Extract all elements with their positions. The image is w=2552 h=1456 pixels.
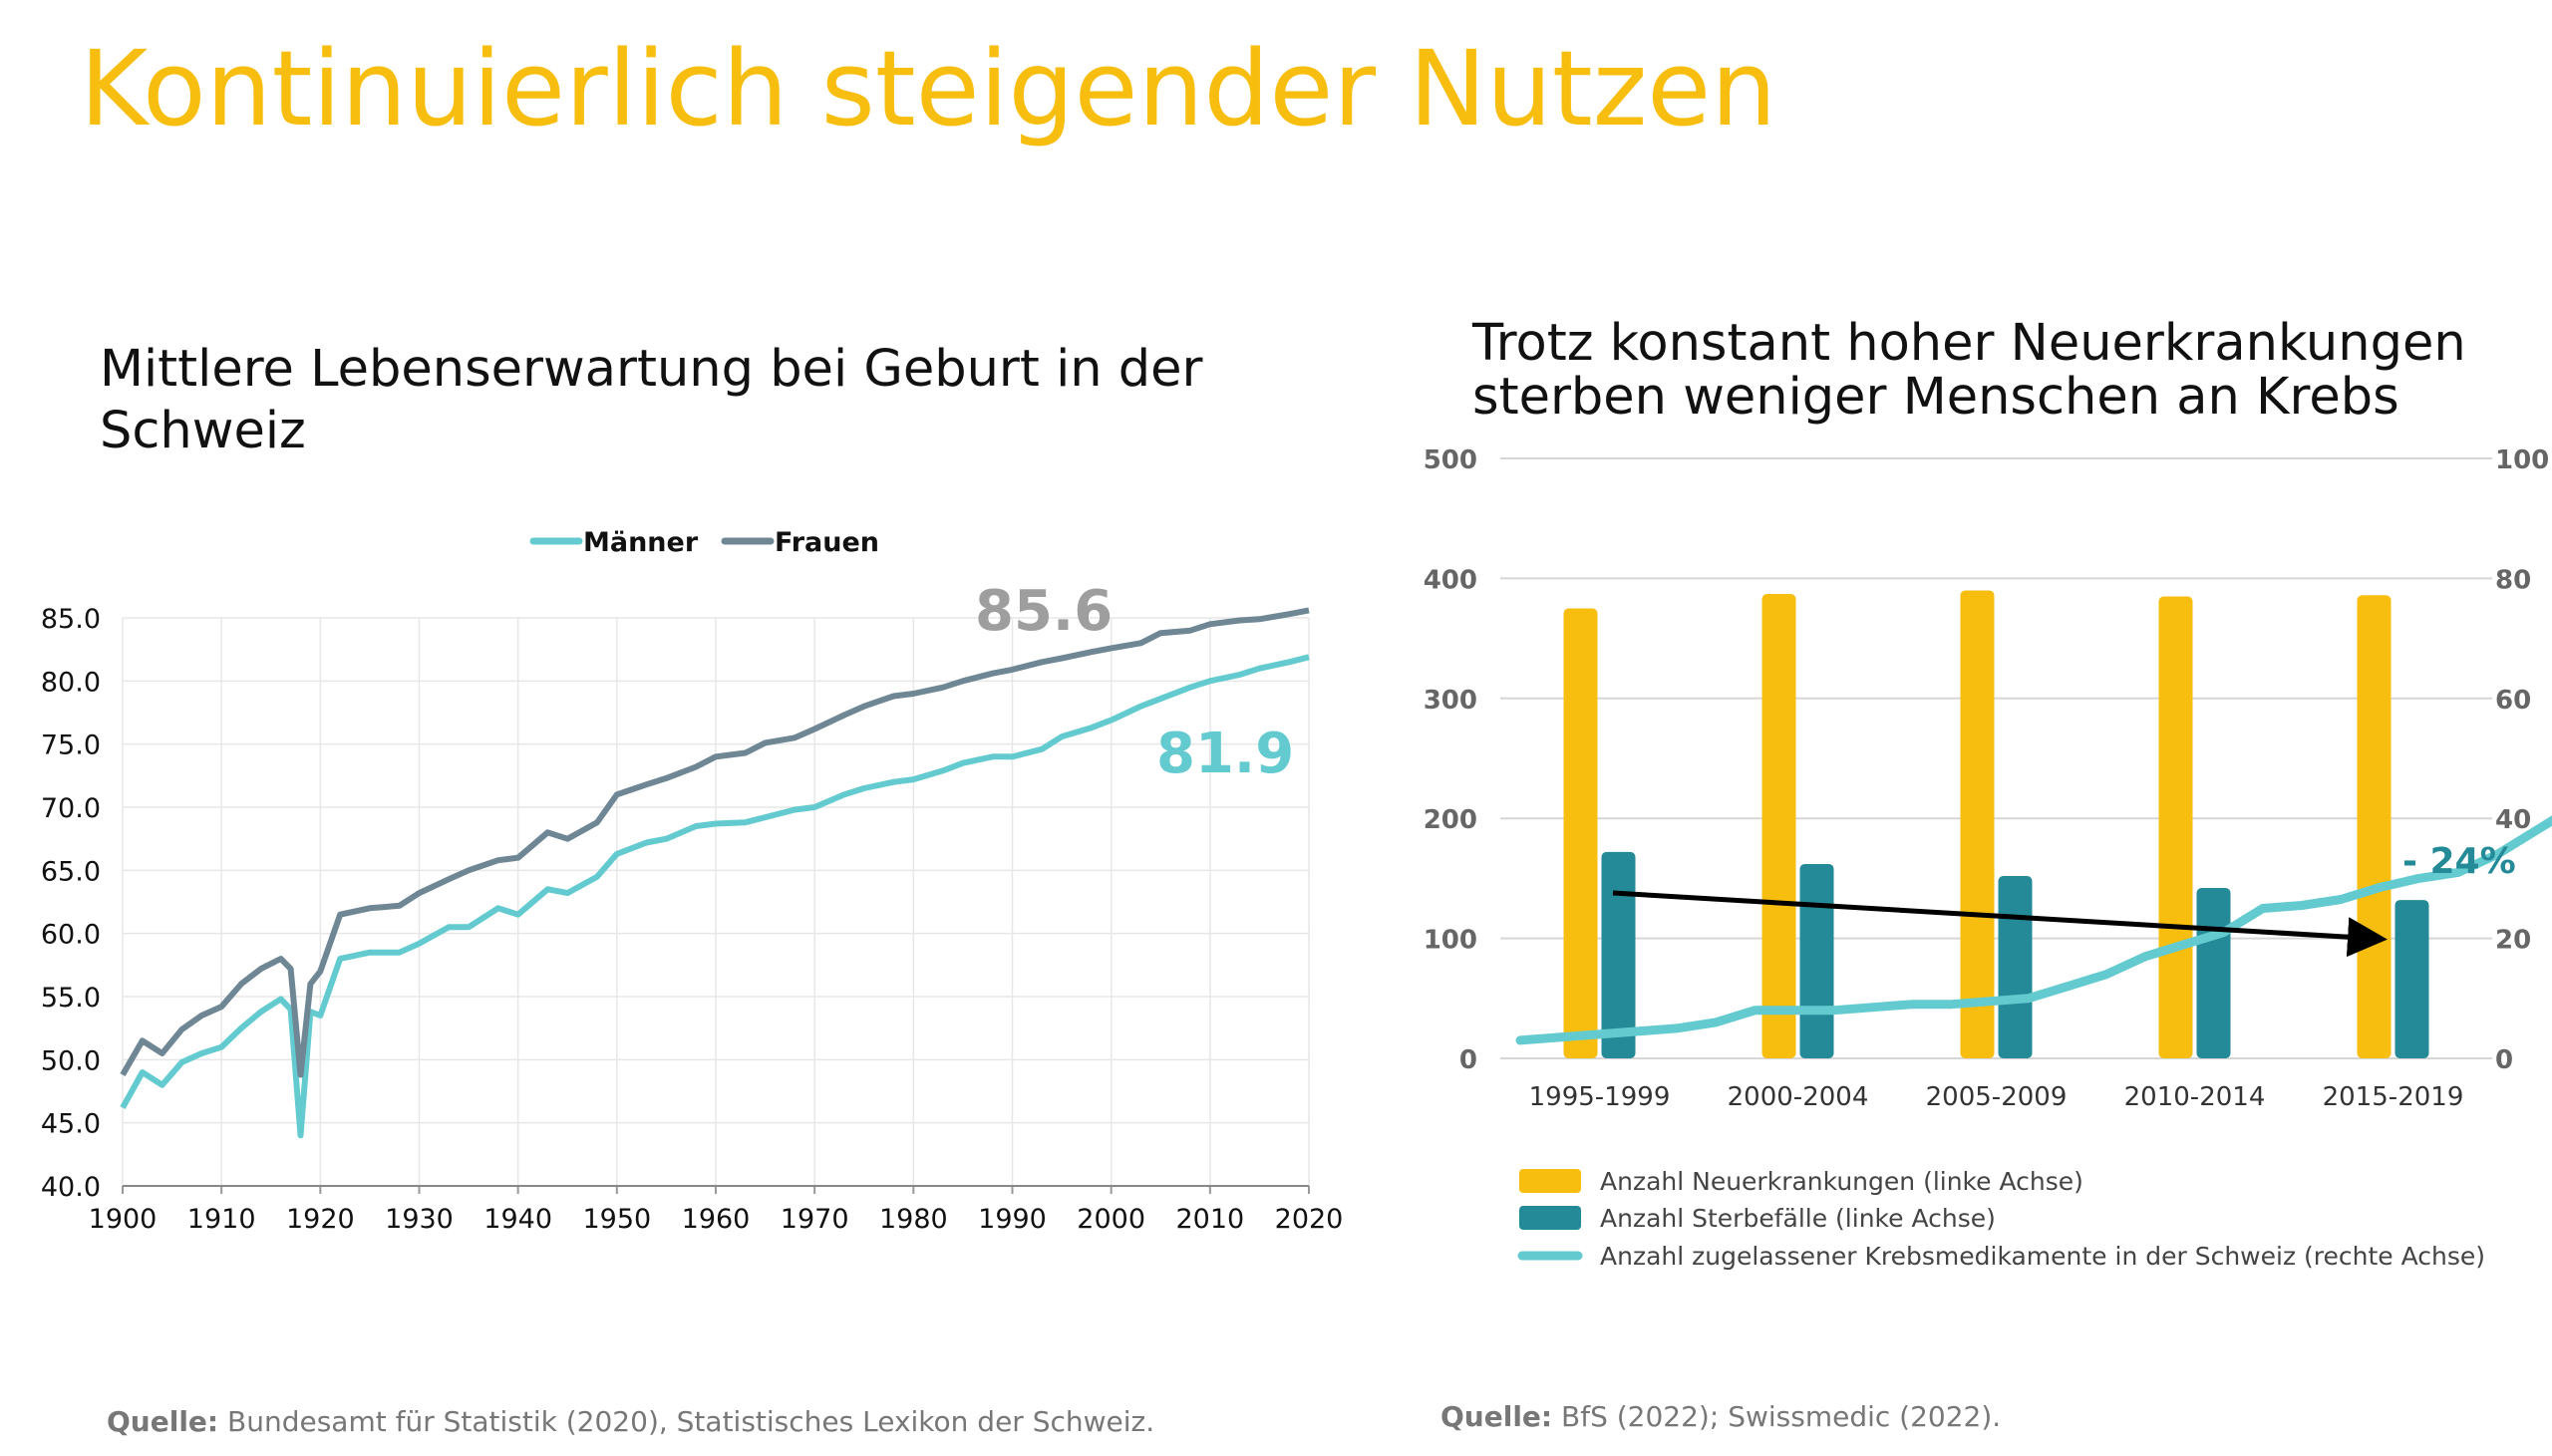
y2-tick-label: 100 (2495, 445, 2549, 475)
y-tick-label: 70.0 (41, 793, 101, 824)
y-tick-label: 100 (1424, 926, 1477, 956)
y2-tick-label: 40 (2495, 805, 2531, 835)
legend-label: Anzahl Sterbefälle (linke Achse) (1600, 1204, 1996, 1233)
x-tick-label: 2020 (1275, 1204, 1344, 1235)
annotation-maenner: 81.9 (1156, 722, 1294, 786)
x-tick-label: 1980 (879, 1204, 948, 1235)
legend-label: Männer (583, 527, 699, 558)
source-note-right: Quelle: BfS (2022); Swissmedic (2022). (1440, 1400, 2001, 1433)
bar-sterbefaelle (1799, 863, 1834, 1058)
y-tick-label: 55.0 (41, 983, 101, 1014)
y2-tick-label: 20 (2495, 926, 2531, 956)
source-text-right: BfS (2022); Swissmedic (2022). (1552, 1400, 2002, 1433)
bar-sterbefaelle (1998, 875, 2033, 1058)
y-tick-label: 85.0 (41, 604, 101, 635)
x-tick-label: 2010 (1175, 1204, 1244, 1235)
y-tick-label: 45.0 (41, 1109, 101, 1140)
x-tick-label: 1900 (89, 1204, 158, 1235)
bar-neuerkrankungen (2158, 596, 2193, 1058)
trend-arrow (1612, 890, 2388, 958)
x-tick-label: 1910 (187, 1204, 256, 1235)
page-title: Kontinuierlich steigender Nutzen (80, 28, 1777, 149)
source-label-left: Quelle: (107, 1405, 219, 1438)
x-tick-label: 1940 (483, 1204, 552, 1235)
x-tick-label: 1995-1999 (1529, 1082, 1671, 1112)
y-tick-label: 300 (1424, 686, 1477, 716)
bar-neuerkrankungen (2357, 595, 2392, 1058)
series-line-maenner (120, 654, 1310, 1139)
source-label-right: Quelle: (1440, 1400, 1553, 1433)
bar-neuerkrankungen (1761, 594, 1796, 1058)
left-chart-title: Mittlere Lebenserwartung bei Geburt in d… (100, 340, 1203, 461)
x-tick-label: 1970 (781, 1204, 849, 1235)
source-note-left: Quelle: Bundesamt für Statistik (2020), … (107, 1405, 1154, 1438)
x-tick-label: 2015-2019 (2323, 1082, 2464, 1112)
y-tick-label: 500 (1424, 445, 1477, 475)
y2-tick-label: 0 (2495, 1045, 2513, 1075)
y-tick-label: 75.0 (41, 730, 101, 761)
bar-neuerkrankungen (1960, 590, 1995, 1058)
bar-sterbefaelle (1601, 851, 1636, 1058)
x-tick-label: 1950 (582, 1204, 651, 1235)
bar-sterbefaelle (2196, 888, 2231, 1058)
y-tick-label: 60.0 (41, 920, 101, 951)
right-chart-title: Trotz konstant hoher Neuerkrankungen ste… (1472, 314, 2466, 428)
y-tick-label: 80.0 (41, 667, 101, 698)
bar-sterbefaelle (2394, 900, 2429, 1058)
y2-tick-label: 60 (2495, 686, 2531, 716)
annotation-minus-24: - 24% (2402, 841, 2516, 882)
legend-label: Frauen (775, 527, 879, 558)
y-tick-label: 65.0 (41, 856, 101, 887)
legend-label: Anzahl zugelassener Krebsmedikamente in … (1600, 1242, 2485, 1271)
x-tick-label: 1990 (978, 1204, 1047, 1235)
x-tick-label: 1920 (286, 1204, 355, 1235)
source-text-left: Bundesamt für Statistik (2020), Statisti… (218, 1405, 1155, 1438)
y-tick-label: 400 (1424, 565, 1477, 595)
legend-label: Anzahl Neuerkrankungen (linke Achse) (1600, 1167, 2083, 1196)
y-tick-label: 200 (1424, 805, 1477, 835)
annotation-frauen: 85.6 (975, 579, 1113, 644)
x-tick-label: 2000-2004 (1728, 1082, 1869, 1112)
y-tick-label: 0 (1459, 1045, 1477, 1075)
y2-tick-label: 80 (2495, 565, 2531, 595)
series-line-krebsmedikamente (1515, 815, 2552, 1045)
x-tick-label: 1960 (682, 1204, 751, 1235)
y-tick-label: 50.0 (41, 1045, 101, 1076)
x-tick-label: 2005-2009 (1926, 1082, 2068, 1112)
x-tick-label: 2010-2014 (2124, 1082, 2266, 1112)
y-tick-label: 40.0 (41, 1172, 101, 1203)
legend-swatch-neuerkrankungen (1519, 1169, 1581, 1193)
legend-swatch-sterbefaelle (1519, 1206, 1581, 1230)
x-tick-label: 2000 (1077, 1204, 1145, 1235)
bar-neuerkrankungen (1563, 608, 1598, 1058)
series-line-frauen (120, 607, 1310, 1078)
life-expectancy-chart: 85.0 80.0 75.0 70.0 65.0 60.0 55.0 50.0 45.0 40.0… (41, 527, 1344, 1235)
x-tick-label: 1930 (385, 1204, 454, 1235)
